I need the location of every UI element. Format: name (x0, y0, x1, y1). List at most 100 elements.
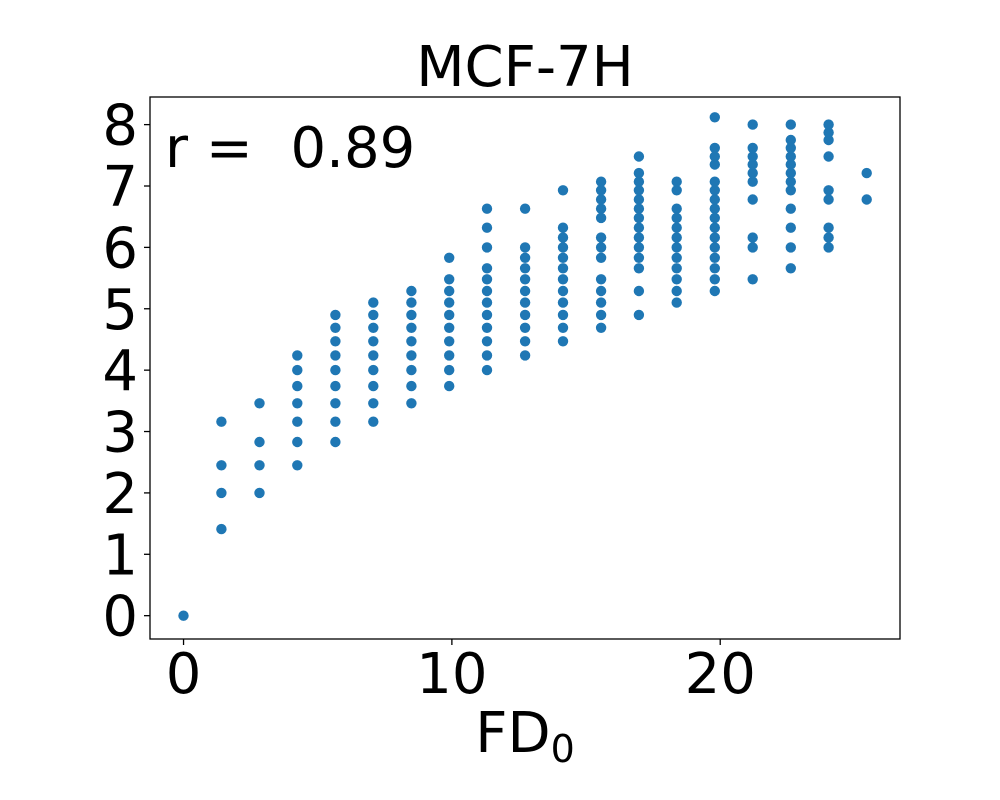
data-point (254, 460, 265, 471)
data-point (557, 336, 569, 347)
data-point (519, 350, 531, 361)
data-point (481, 274, 493, 285)
data-point (292, 436, 303, 448)
data-point (633, 263, 645, 274)
data-point (595, 322, 607, 333)
data-point (785, 159, 796, 170)
data-point (823, 134, 834, 146)
data-point (671, 297, 682, 308)
data-point (823, 222, 834, 233)
data-points (178, 112, 872, 621)
data-point (444, 252, 455, 263)
data-point (747, 232, 758, 243)
data-point (481, 285, 493, 297)
data-point (368, 380, 379, 392)
data-point (444, 380, 455, 392)
data-point (633, 242, 645, 253)
data-point (709, 142, 720, 154)
data-point (481, 309, 493, 321)
data-point (633, 212, 645, 224)
data-point (292, 364, 303, 376)
data-point (671, 252, 682, 263)
data-point (481, 203, 493, 214)
data-point (254, 436, 265, 448)
data-point (406, 322, 417, 333)
data-point (633, 222, 645, 233)
y-tick-label: 7 (102, 155, 138, 220)
data-point (330, 398, 341, 409)
data-point (785, 119, 796, 130)
data-point (823, 185, 834, 196)
data-point (823, 127, 834, 138)
data-point (709, 212, 720, 224)
data-point (633, 176, 645, 187)
data-point (178, 610, 189, 621)
data-point (368, 416, 379, 427)
data-point (444, 336, 455, 347)
data-point (444, 364, 455, 376)
data-point (671, 185, 682, 196)
data-point (709, 185, 720, 196)
data-point (557, 232, 569, 243)
data-point (406, 336, 417, 347)
data-point (406, 285, 417, 297)
data-point (368, 297, 379, 308)
correlation-value: 0.89 (291, 116, 416, 181)
data-point (406, 309, 417, 321)
data-point (216, 487, 227, 499)
data-point (709, 151, 720, 162)
data-point (368, 398, 379, 409)
data-point (292, 380, 303, 392)
data-point (368, 336, 379, 347)
data-point (785, 222, 796, 233)
correlation-annotation: r = 0.89 (165, 116, 415, 181)
data-point (709, 252, 720, 263)
data-point (785, 242, 796, 253)
data-point (595, 176, 607, 187)
data-point (633, 232, 645, 243)
data-point (595, 232, 607, 243)
data-point (292, 350, 303, 361)
data-point (444, 350, 455, 361)
data-point (481, 242, 493, 253)
data-point (254, 398, 265, 409)
data-point (557, 322, 569, 333)
data-point (406, 364, 417, 376)
data-point (747, 242, 758, 253)
data-point (481, 322, 493, 333)
data-point (444, 322, 455, 333)
data-point (709, 242, 720, 253)
data-point (481, 350, 493, 361)
y-tick-label: 3 (102, 401, 138, 466)
x-tick-label: 10 (416, 642, 487, 707)
data-point (671, 212, 682, 224)
data-point (785, 134, 796, 146)
data-point (481, 336, 493, 347)
data-point (557, 309, 569, 321)
y-tick-label: 2 (102, 462, 138, 527)
data-point (557, 222, 569, 233)
data-point (671, 274, 682, 285)
data-point (671, 242, 682, 253)
data-point (595, 285, 607, 297)
data-point (861, 167, 872, 179)
data-point (330, 336, 341, 347)
data-point (633, 194, 645, 205)
data-point (481, 222, 493, 233)
data-point (330, 436, 341, 448)
data-point (747, 274, 758, 285)
data-point (519, 322, 531, 333)
data-point (519, 309, 531, 321)
data-point (709, 203, 720, 214)
data-point (557, 274, 569, 285)
data-point (785, 263, 796, 274)
data-point (709, 232, 720, 243)
data-point (292, 460, 303, 471)
data-point (216, 523, 227, 535)
chart-title: MCF-7H (416, 35, 634, 100)
data-point (368, 364, 379, 376)
data-point (633, 167, 645, 179)
data-point (709, 176, 720, 187)
data-point (785, 203, 796, 214)
data-point (785, 176, 796, 187)
